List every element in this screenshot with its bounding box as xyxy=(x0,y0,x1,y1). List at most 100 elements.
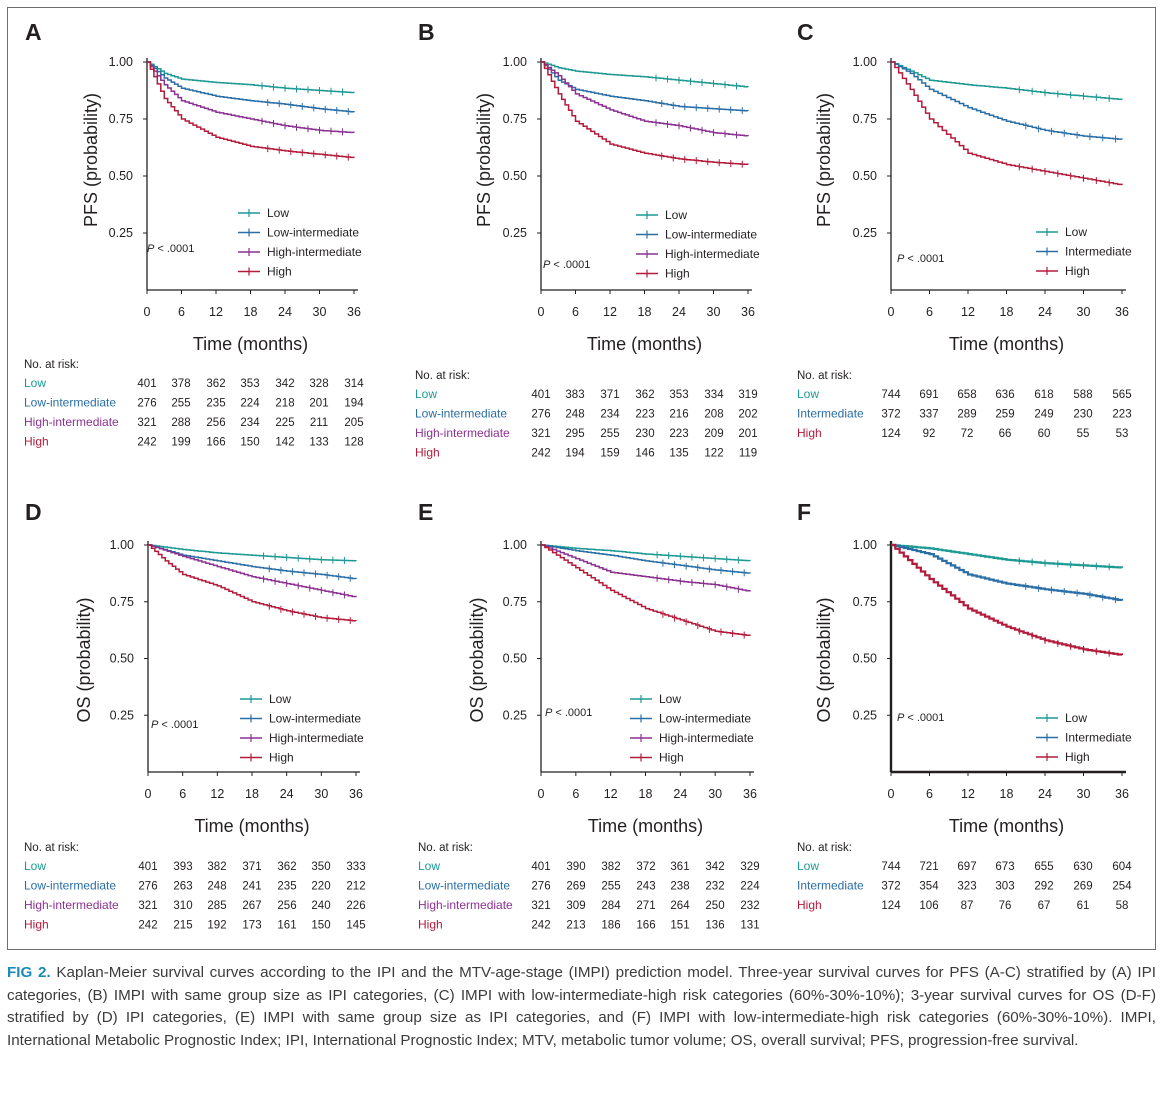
risk-count: 166 xyxy=(206,437,225,449)
survival-curve-high xyxy=(147,61,355,159)
risk-count: 276 xyxy=(138,881,157,893)
censor-marks-low-intermediate xyxy=(268,565,351,582)
legend-label: Low xyxy=(269,692,291,706)
risk-count: 362 xyxy=(277,861,296,873)
x-axis-title: Time (months) xyxy=(949,816,1064,836)
risk-count: 151 xyxy=(670,920,689,932)
risk-row-label: Low-intermediate xyxy=(418,879,510,893)
risk-count: 353 xyxy=(240,378,259,390)
risk-count: 691 xyxy=(919,389,938,401)
legend-label: High xyxy=(665,267,690,281)
risk-count: 124 xyxy=(881,900,901,912)
risk-count: 342 xyxy=(275,378,294,390)
caption-label: FIG 2. xyxy=(7,964,51,981)
legend-label: Low-intermediate xyxy=(269,712,361,726)
y-tick-label: 0.75 xyxy=(853,595,877,609)
censor-marks-high-intermediate xyxy=(655,119,737,139)
y-tick-label: 0.75 xyxy=(503,112,527,126)
risk-row-label: Low xyxy=(418,859,440,873)
risk-count: 276 xyxy=(531,881,550,893)
risk-count: 319 xyxy=(738,389,757,401)
risk-count: 604 xyxy=(1112,861,1132,873)
x-tick-label: 36 xyxy=(743,787,757,801)
risk-count: 76 xyxy=(999,900,1012,912)
risk-row-label: High xyxy=(797,426,822,440)
risk-count: 232 xyxy=(705,881,724,893)
risk-count: 92 xyxy=(923,428,936,440)
y-tick-label: 0.50 xyxy=(503,652,527,666)
legend-label: Low-intermediate xyxy=(659,712,751,726)
risk-count: 382 xyxy=(207,861,226,873)
risk-count: 269 xyxy=(1073,881,1092,893)
censor-marks-low-intermediate xyxy=(267,98,349,116)
risk-row-label: Low xyxy=(797,859,819,873)
censor-marks-low xyxy=(1018,86,1110,102)
survival-curve-intermediate xyxy=(891,61,1123,140)
risk-count: 242 xyxy=(531,448,550,460)
survival-curve-low-intermediate xyxy=(541,61,749,112)
risk-count: 354 xyxy=(919,881,939,893)
x-tick-label: 12 xyxy=(961,787,975,801)
risk-row-label: High xyxy=(24,918,49,932)
risk-count: 194 xyxy=(344,398,364,410)
risk-count: 61 xyxy=(1077,900,1090,912)
risk-count: 136 xyxy=(705,920,724,932)
x-tick-label: 18 xyxy=(245,787,259,801)
x-tick-label: 24 xyxy=(1038,305,1052,319)
legend-label: Intermediate xyxy=(1065,731,1132,745)
x-tick-label: 36 xyxy=(347,305,361,319)
risk-count: 256 xyxy=(277,900,296,912)
y-tick-label: 0.75 xyxy=(109,112,133,126)
risk-row-label: Low xyxy=(24,859,46,873)
legend-label: High-intermediate xyxy=(269,731,364,745)
censor-marks-high-intermediate xyxy=(656,574,739,593)
y-tick-label: 1.00 xyxy=(853,55,877,69)
risk-count: 321 xyxy=(137,417,156,429)
risk-row-label: High-intermediate xyxy=(24,898,119,912)
risk-row-label: High xyxy=(24,435,49,449)
y-tick-label: 0.50 xyxy=(110,652,134,666)
risk-count: 235 xyxy=(206,398,225,410)
risk-count: 241 xyxy=(242,881,261,893)
risk-row-label: Intermediate xyxy=(797,879,864,893)
y-tick-label: 0.75 xyxy=(853,112,877,126)
risk-table-header: No. at risk: xyxy=(418,842,473,854)
risk-count: 565 xyxy=(1112,389,1131,401)
x-tick-label: 6 xyxy=(926,305,933,319)
risk-count: 401 xyxy=(531,861,550,873)
panel-letter: D xyxy=(25,499,42,525)
risk-count: 223 xyxy=(635,409,654,421)
y-tick-label: 0.25 xyxy=(853,708,877,722)
panel-letter: A xyxy=(25,19,42,45)
legend-label: High-intermediate xyxy=(659,731,754,745)
survival-curve-low-intermediate xyxy=(148,544,357,580)
risk-table-header: No. at risk: xyxy=(797,842,852,854)
panel-c: C 0.25 0.50 0.75 1.00 0 6 12 18 24 30 36 Time (month… xyxy=(797,19,1132,440)
risk-count: 194 xyxy=(565,448,585,460)
risk-count: 295 xyxy=(565,428,584,440)
legend-label: Low xyxy=(1065,225,1087,239)
survival-curve-high-intermediate xyxy=(541,61,749,137)
survival-curve-low xyxy=(541,544,751,562)
risk-count: 321 xyxy=(138,900,157,912)
panel-letter: F xyxy=(797,499,811,525)
x-tick-label: 0 xyxy=(888,305,895,319)
censor-marks-high-intermediate xyxy=(263,575,345,599)
risk-table-header: No. at risk: xyxy=(415,370,470,382)
risk-count: 173 xyxy=(242,920,261,932)
y-axis-title: OS (probability) xyxy=(814,597,834,722)
risk-count: 199 xyxy=(171,437,190,449)
x-tick-label: 12 xyxy=(209,305,223,319)
censor-marks-low xyxy=(655,74,737,90)
y-tick-label: 1.00 xyxy=(853,538,877,552)
x-tick-label: 30 xyxy=(1077,787,1091,801)
risk-count: 166 xyxy=(636,920,655,932)
censor-marks-high xyxy=(1018,163,1110,187)
panel-letter: E xyxy=(418,499,433,525)
risk-count: 248 xyxy=(565,409,584,421)
survival-curve-low xyxy=(891,543,1124,569)
x-tick-label: 0 xyxy=(145,787,152,801)
x-tick-label: 12 xyxy=(603,305,617,319)
risk-count: 310 xyxy=(173,900,192,912)
risk-count: 150 xyxy=(311,920,330,932)
